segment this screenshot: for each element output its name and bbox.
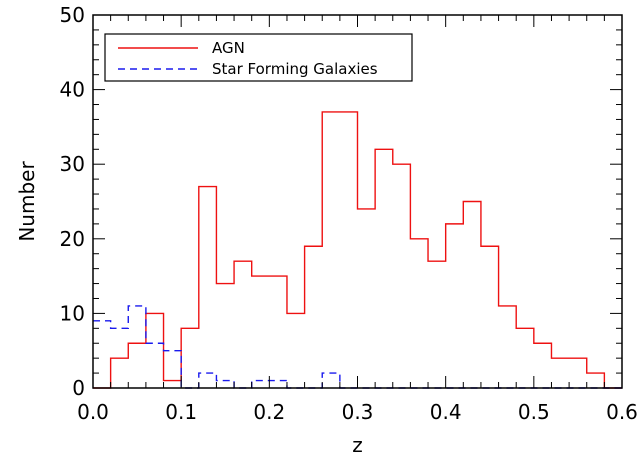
y-tick-label: 20 — [60, 227, 85, 251]
x-tick-label: 0.2 — [253, 400, 285, 424]
y-tick-label: 50 — [60, 3, 85, 27]
y-tick-label: 30 — [60, 152, 85, 176]
y-tick-label: 40 — [60, 78, 85, 102]
legend-label-agn: AGN — [212, 39, 245, 57]
x-tick-label: 0.0 — [77, 400, 109, 424]
y-axis-title: Number — [15, 161, 39, 242]
axis-ticks — [92, 14, 623, 389]
y-tick-label: 0 — [72, 376, 85, 400]
series-line-star-forming-galaxies — [93, 305, 622, 389]
tick-labels: 0.0 0.1 0.2 0.3 0.4 0.5 0.6 0 10 20 30 40 50 — [60, 3, 638, 424]
legend-label-star-forming-galaxies: Star Forming Galaxies — [212, 60, 378, 78]
x-tick-label: 0.3 — [342, 400, 374, 424]
x-tick-label: 0.5 — [518, 400, 550, 424]
x-axis-title: z — [352, 433, 363, 457]
series-agn — [93, 111, 622, 389]
series-layer — [93, 111, 622, 389]
x-tick-label: 0.1 — [165, 400, 197, 424]
legend: AGN Star Forming Galaxies — [104, 33, 413, 82]
x-tick-label: 0.4 — [430, 400, 462, 424]
legend-box — [104, 33, 413, 82]
series-line-agn — [93, 111, 622, 389]
series-star-forming-galaxies — [93, 305, 622, 389]
y-tick-label: 10 — [60, 301, 85, 325]
x-tick-label: 0.6 — [606, 400, 638, 424]
